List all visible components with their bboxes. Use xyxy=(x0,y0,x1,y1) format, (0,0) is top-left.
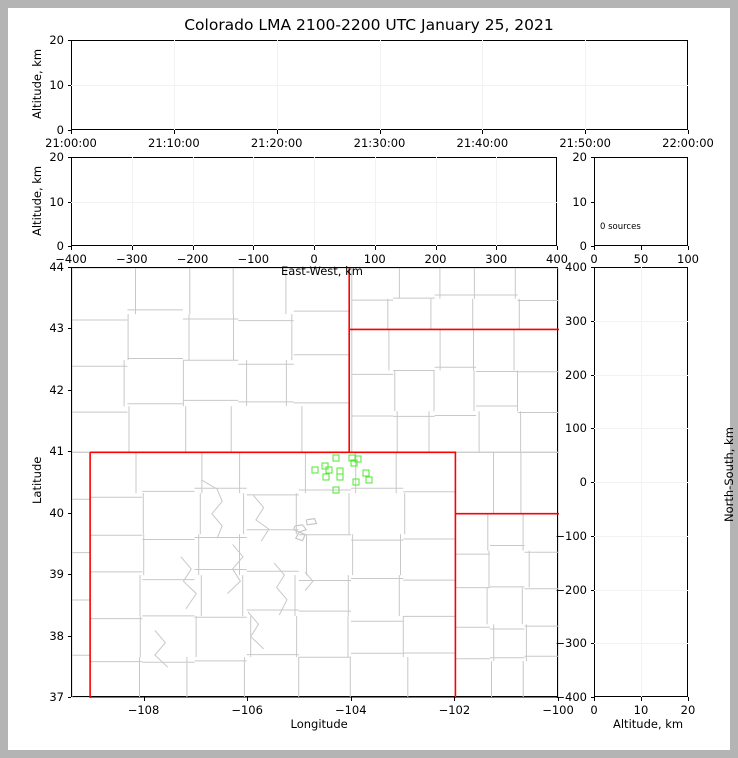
x-tick-label: 10 xyxy=(633,703,649,717)
y-tick-label: 10 xyxy=(49,78,64,92)
x-tick-label: −200 xyxy=(176,252,209,266)
axis-label-altitude-ew: Altitude, km xyxy=(30,165,44,236)
y-tick-label: 20 xyxy=(572,150,587,164)
lma-source-marker xyxy=(365,476,373,484)
source-count-annotation: 0 sources xyxy=(600,222,641,232)
y-tick-label: 100 xyxy=(565,421,587,436)
x-tick-label: 21:00:00 xyxy=(45,136,97,150)
y-tick-label: 40 xyxy=(49,505,64,520)
y-tick-label: 44 xyxy=(49,260,64,274)
lma-source-marker xyxy=(350,459,358,467)
x-tick-label: 0 xyxy=(310,252,318,266)
lma-source-marker xyxy=(362,469,370,477)
lma-source-marker xyxy=(354,455,362,463)
lma-source-marker xyxy=(352,478,360,486)
y-tick-label: 43 xyxy=(49,321,64,336)
y-tick-label: 20 xyxy=(49,33,64,47)
x-tick-label: −102 xyxy=(438,703,471,717)
axis-label-latitude: Latitude xyxy=(30,456,44,504)
x-tick-label: 0 xyxy=(590,703,598,717)
panel-source-histogram[interactable] xyxy=(594,157,688,246)
figure-title: Colorado LMA 2100-2200 UTC January 25, 2… xyxy=(184,16,554,34)
lma-source-marker xyxy=(336,473,344,481)
x-tick-label: −400 xyxy=(55,252,87,266)
y-tick-label: 0 xyxy=(56,123,64,137)
y-tick-label: 200 xyxy=(565,367,587,382)
x-tick-label: −108 xyxy=(127,703,160,717)
x-tick-label: 300 xyxy=(485,252,508,266)
axis-label-east-west: East-West, km xyxy=(281,264,363,278)
y-tick-label: −300 xyxy=(555,636,587,651)
y-tick-label: 400 xyxy=(565,260,587,274)
x-tick-label: 100 xyxy=(677,252,699,266)
map-geography xyxy=(72,268,559,698)
x-tick-label: −104 xyxy=(334,703,367,717)
x-tick-label: 21:10:00 xyxy=(148,136,200,150)
y-tick-label: 41 xyxy=(49,444,64,459)
y-tick-label: −400 xyxy=(555,690,587,704)
y-tick-label: 20 xyxy=(49,150,64,164)
lma-source-marker xyxy=(311,466,318,473)
axis-label-altitude-ns: Altitude, km xyxy=(613,717,684,731)
x-tick-label: 50 xyxy=(633,252,649,266)
axis-label-longitude: Longitude xyxy=(290,717,348,731)
lma-source-marker xyxy=(332,454,340,462)
y-tick-label: −100 xyxy=(555,528,587,543)
y-tick-label: −200 xyxy=(555,582,587,597)
x-tick-label: 21:40:00 xyxy=(456,136,509,150)
figure-canvas: Colorado LMA 2100-2200 UTC January 25, 2… xyxy=(8,8,736,750)
y-tick-label: 10 xyxy=(49,194,64,209)
y-tick-label: 0 xyxy=(579,475,587,489)
lma-source-marker xyxy=(325,466,332,474)
x-tick-label: 22:00:00 xyxy=(662,136,714,150)
lma-source-marker xyxy=(322,473,330,481)
axis-label-altitude: Altitude, km xyxy=(30,48,44,119)
x-tick-label: 400 xyxy=(546,252,568,266)
x-tick-label: −106 xyxy=(231,703,263,717)
x-tick-label: 21:20:00 xyxy=(250,136,303,150)
x-tick-label: 100 xyxy=(363,252,386,266)
x-tick-label: −100 xyxy=(542,703,574,717)
x-tick-label: 200 xyxy=(424,252,447,266)
lma-source-marker xyxy=(321,462,329,470)
y-tick-label: 0 xyxy=(579,239,587,253)
lma-source-marker xyxy=(332,486,340,494)
x-tick-label: −300 xyxy=(115,252,148,266)
y-tick-label: 10 xyxy=(572,194,587,209)
y-tick-label: 39 xyxy=(49,567,64,582)
x-tick-label: 21:50:00 xyxy=(559,136,611,150)
x-tick-label: 0 xyxy=(590,252,598,266)
axis-label-north-south: North-South, km xyxy=(722,427,736,522)
y-tick-label: 37 xyxy=(49,690,64,704)
y-tick-label: 38 xyxy=(49,628,64,643)
x-tick-label: 21:30:00 xyxy=(353,136,406,150)
y-tick-label: 42 xyxy=(49,382,64,397)
y-tick-label: 300 xyxy=(565,313,587,328)
x-tick-label: −100 xyxy=(237,252,270,266)
y-tick-label: 0 xyxy=(56,239,64,253)
x-tick-label: 20 xyxy=(680,703,696,717)
panel-plan-view-map[interactable] xyxy=(71,267,559,698)
